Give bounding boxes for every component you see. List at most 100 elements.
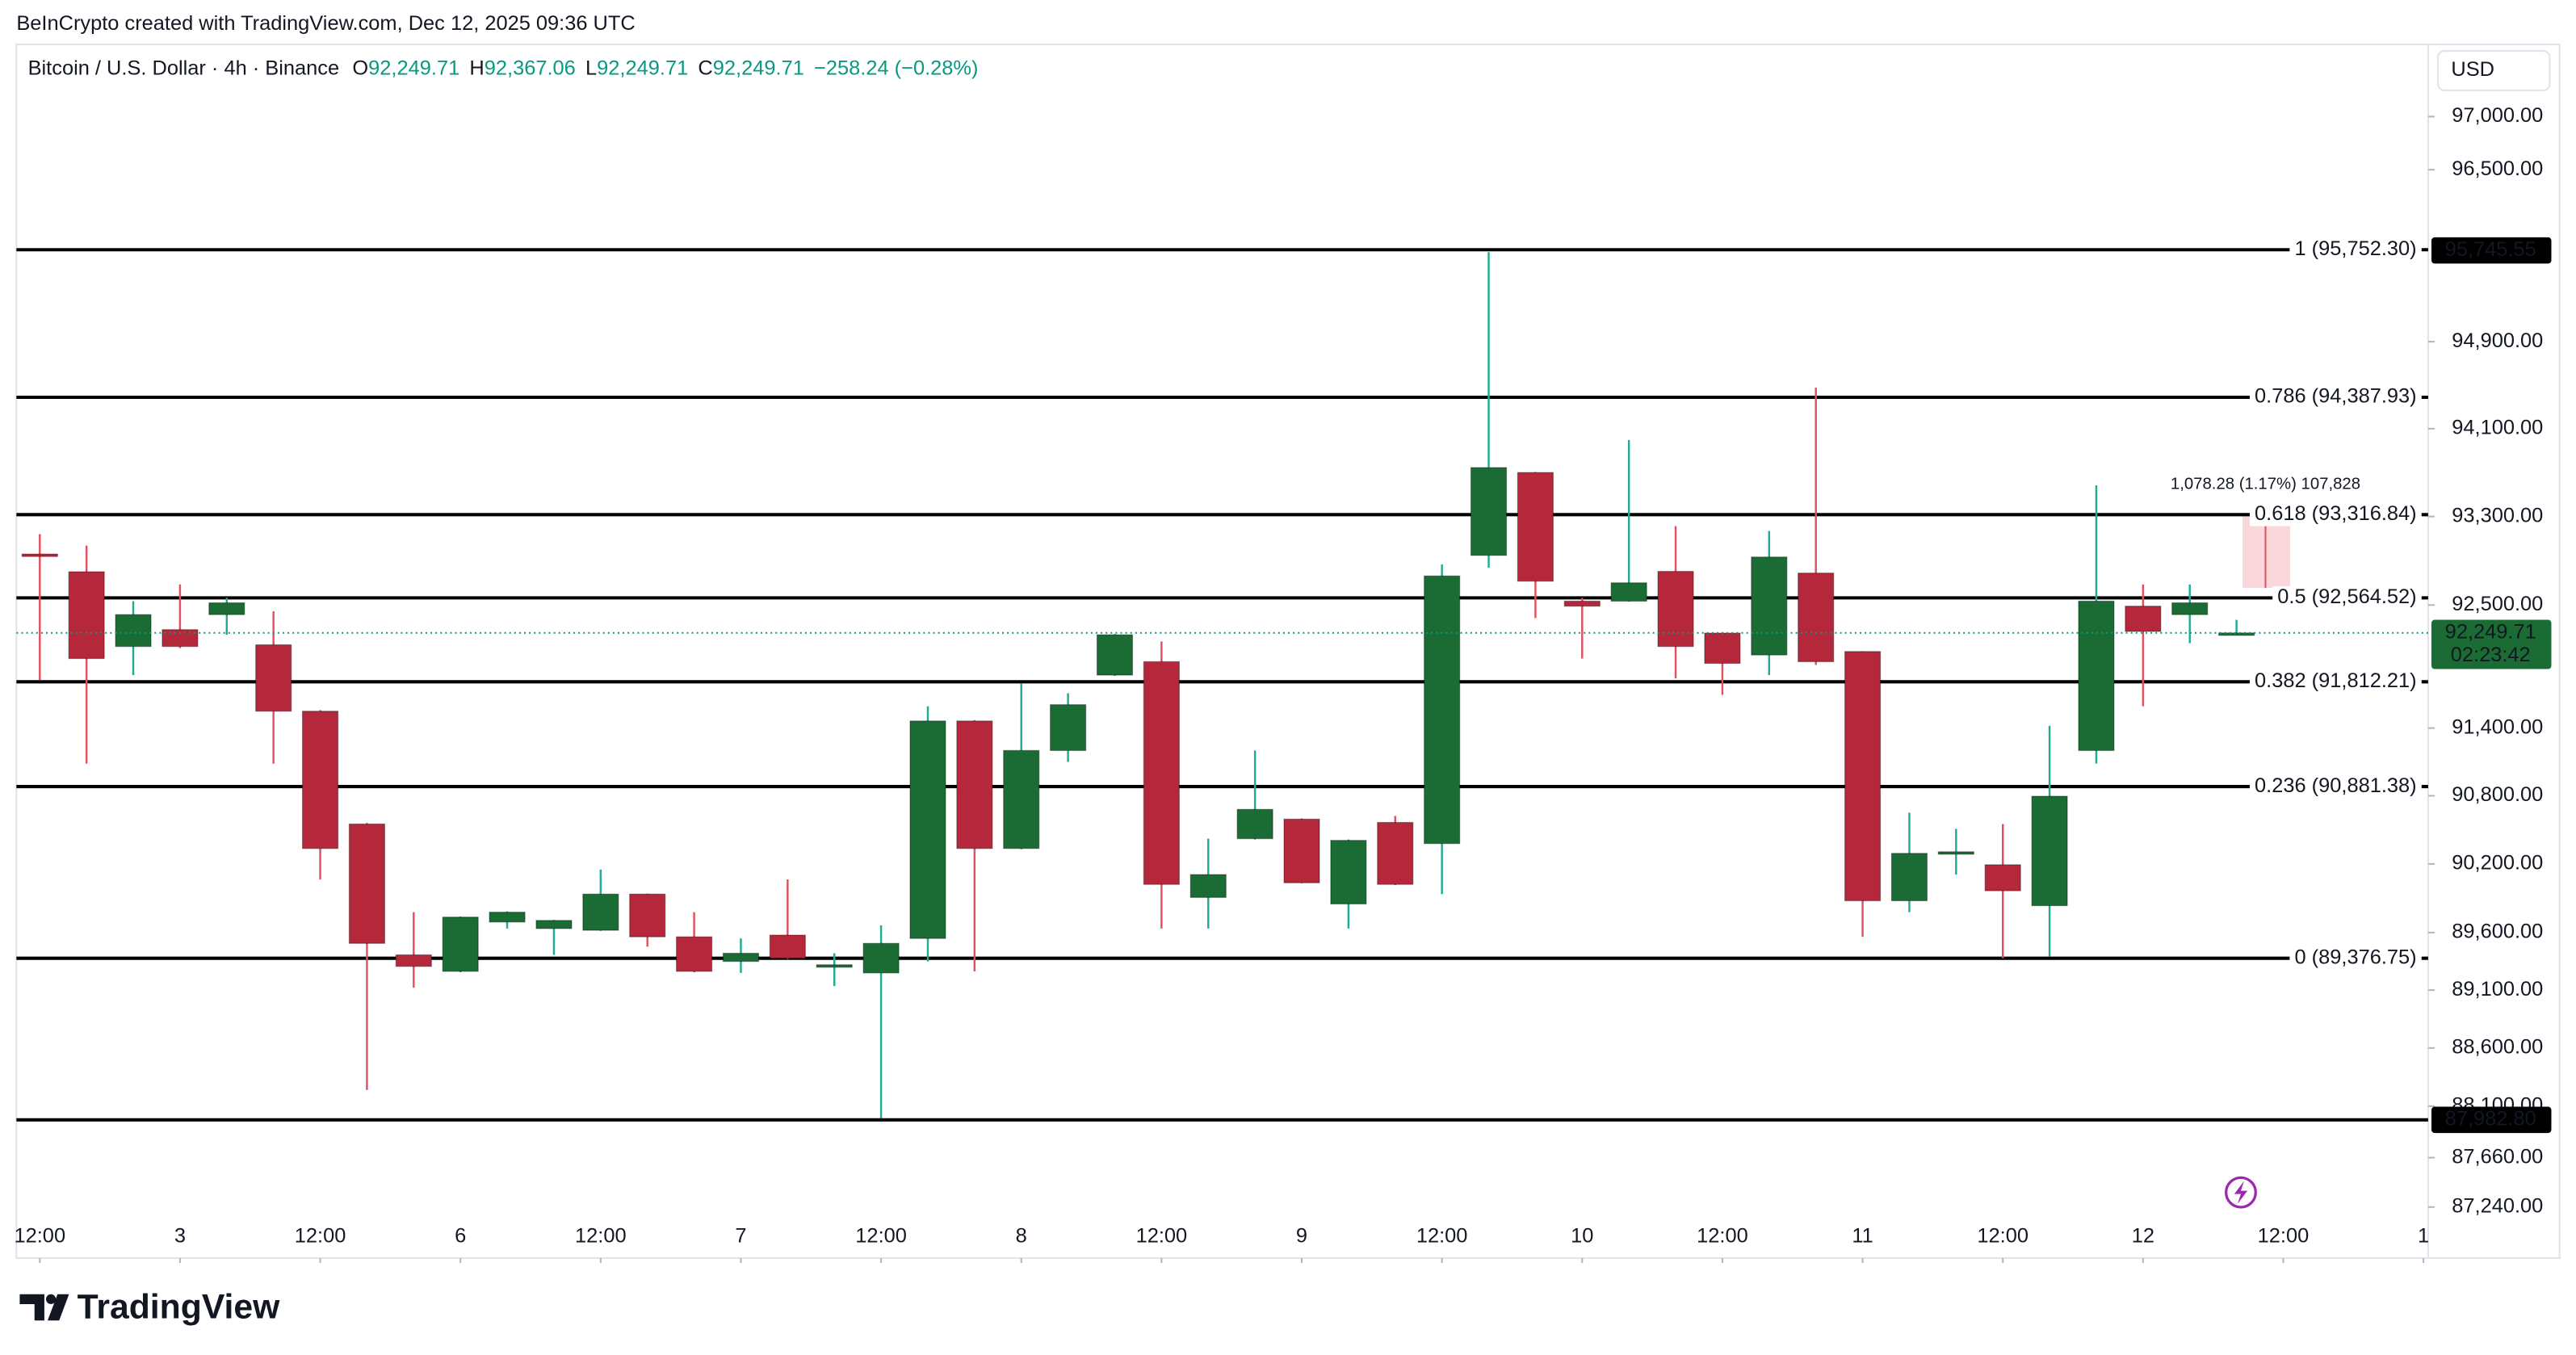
y-tick-label: 90,200.00 — [2452, 852, 2543, 875]
candle-body — [348, 823, 386, 944]
x-tick-label: 12:00 — [1416, 1224, 1468, 1247]
y-tick-label: 89,600.00 — [2452, 921, 2543, 943]
legend-value: 92,367.06 — [485, 57, 576, 79]
x-tick-label: 1 — [2418, 1224, 2429, 1247]
legend-key: O — [352, 57, 368, 79]
legend-key: H — [469, 57, 484, 79]
candle-body — [1236, 808, 1273, 840]
candle-body — [208, 602, 245, 615]
currency-label[interactable]: USD — [2451, 58, 2494, 81]
y-tick-label: 97,000.00 — [2452, 104, 2543, 127]
candle-body — [1003, 749, 1040, 849]
candle-body — [1798, 573, 1835, 663]
fib-label-bg — [2249, 503, 2422, 526]
candle-body — [1096, 634, 1134, 676]
candle-body — [1424, 575, 1461, 845]
y-tick-label: 91,400.00 — [2452, 715, 2543, 738]
fib-label: 0.236 (90,881.38) — [2255, 774, 2417, 797]
legend-value: 92,249.71 — [597, 57, 688, 79]
candle-body — [956, 720, 993, 849]
price-box-label: 95,745.55 — [2445, 238, 2536, 261]
x-tick-label: 12:00 — [575, 1224, 627, 1247]
y-tick-label: 87,660.00 — [2452, 1145, 2543, 1168]
logo-mark — [19, 1294, 44, 1321]
x-tick-label: 12:00 — [1136, 1224, 1188, 1247]
candle-body — [1470, 467, 1508, 556]
fib-label-bg — [2272, 586, 2422, 610]
x-tick-label: 12:00 — [2258, 1224, 2310, 1247]
y-tick-label: 90,800.00 — [2452, 783, 2543, 806]
fib-label: 0 (89,376.75) — [2295, 946, 2417, 968]
alert-circle[interactable] — [2225, 1176, 2257, 1209]
fib-label-bg — [2289, 238, 2422, 262]
candle-body — [301, 711, 339, 849]
y-tick-label: 94,900.00 — [2452, 329, 2543, 352]
fib-label: 0.5 (92,564.52) — [2277, 585, 2416, 608]
candle-body — [395, 954, 432, 967]
x-tick-label: 3 — [174, 1224, 186, 1247]
fib-label-bg — [2249, 385, 2422, 409]
price-box — [2431, 237, 2552, 264]
candle-body — [2031, 795, 2068, 907]
candle-body — [1050, 704, 1087, 751]
candle-body — [442, 917, 479, 972]
candle-body — [582, 893, 619, 931]
x-tick-label: 12:00 — [1977, 1224, 2028, 1247]
candle-body — [816, 964, 853, 968]
candle-body — [2217, 632, 2255, 636]
y-tick-label: 94,100.00 — [2452, 417, 2543, 439]
candle-body — [1189, 874, 1227, 898]
candle-body — [1563, 600, 1601, 607]
alert-icon[interactable] — [2225, 1176, 2257, 1209]
tradingview-logo: TradingView — [19, 1287, 280, 1326]
fib-label: 0.618 (93,316.84) — [2255, 502, 2417, 525]
candle-body — [675, 936, 713, 972]
measure-label: 1,078.28 (1.17%) 107,828 — [2171, 475, 2360, 493]
countdown-label: 02:23:42 — [2451, 644, 2531, 666]
candle-body — [1751, 556, 1788, 656]
candle-body — [1984, 864, 2021, 891]
legend-value: 92,249.71 — [368, 57, 459, 79]
currency-button[interactable] — [2437, 50, 2551, 91]
y-tick-label: 88,600.00 — [2452, 1036, 2543, 1059]
header-credit: BeInCrypto created with TradingView.com,… — [16, 12, 635, 35]
y-tick-label: 87,240.00 — [2452, 1195, 2543, 1218]
candle-body — [1657, 571, 1694, 648]
x-tick-label: 12:00 — [855, 1224, 907, 1247]
fib-label: 1 (95,752.30) — [2295, 237, 2417, 260]
x-tick-label: 7 — [735, 1224, 746, 1247]
candle-body — [1330, 840, 1367, 905]
last-price-box — [2431, 619, 2552, 669]
x-tick-label: 12:00 — [1697, 1224, 1748, 1247]
fib-label: 0.786 (94,387.93) — [2255, 385, 2417, 408]
x-tick-label: 12:00 — [295, 1224, 346, 1247]
logo-text: TradingView — [78, 1287, 281, 1326]
candle-body — [1283, 818, 1320, 883]
candle-body — [1377, 821, 1414, 885]
candle-body — [2078, 600, 2115, 751]
logo-dot — [45, 1294, 57, 1304]
x-tick-label: 12 — [2132, 1224, 2154, 1247]
candle-body — [535, 920, 573, 929]
legend-key: C — [698, 57, 712, 79]
x-tick-label: 6 — [455, 1224, 466, 1247]
candle-body — [255, 644, 292, 712]
fib-label-bg — [2249, 774, 2422, 799]
candle-body — [1890, 853, 1928, 902]
candle-body — [68, 571, 105, 660]
candle-body — [909, 720, 946, 939]
candle-body — [1704, 632, 1741, 665]
candle-body — [1517, 472, 1554, 582]
candle-body — [1610, 582, 1647, 602]
symbol-legend: Bitcoin / U.S. Dollar · 4h · Binance O92,… — [28, 57, 979, 79]
fib-label-bg — [2249, 670, 2422, 694]
candle-body — [769, 934, 806, 959]
fib-label-bg — [2289, 946, 2422, 970]
candle-body — [115, 614, 152, 648]
candle-body — [722, 952, 760, 963]
y-tick-label: 96,500.00 — [2452, 157, 2543, 180]
candle-body — [629, 893, 666, 938]
alert-bolt[interactable] — [2234, 1181, 2248, 1204]
